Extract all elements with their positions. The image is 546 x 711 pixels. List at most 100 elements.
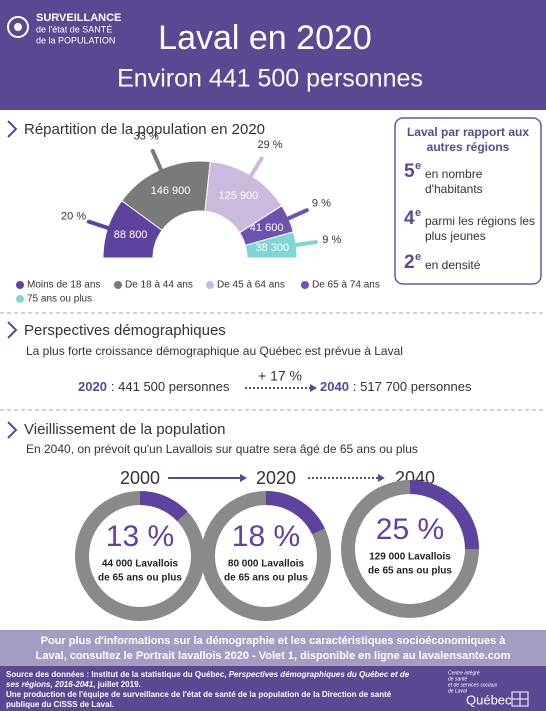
section-title: Répartition de la population en 2020 — [24, 121, 265, 138]
quebec-logo: Québec — [466, 692, 512, 707]
chevron — [7, 321, 18, 339]
rank-suffix: e — [415, 251, 421, 263]
rank-text: en densité — [425, 258, 481, 272]
percent-label: 9 % — [322, 234, 341, 246]
value-label: 88 800 — [114, 229, 148, 241]
growth: + 17 % — [258, 368, 302, 384]
arrow-head — [378, 474, 385, 482]
ring-percent: 18 % — [232, 520, 300, 553]
arrow-head — [240, 474, 247, 482]
production: publique du CISSS de Laval. — [6, 700, 114, 709]
ring-description: de 65 ans ou plus — [368, 566, 452, 577]
logo-icon — [14, 23, 22, 31]
source: Source des données : Institut de la stat… — [6, 670, 410, 679]
ring-description: de 65 ans ou plus — [224, 573, 308, 584]
comparison-box — [394, 117, 542, 285]
cisss: de Laval — [448, 688, 468, 694]
chevron — [7, 421, 18, 439]
header-band — [0, 0, 546, 110]
value-label: 125 900 — [219, 190, 259, 202]
leader-line — [246, 156, 264, 181]
cisss: et de services sociaux — [448, 682, 498, 688]
rank: 5 — [404, 161, 415, 182]
ring-percent: 13 % — [106, 520, 174, 553]
legend-label: De 65 à 74 ans — [312, 280, 380, 291]
source: ses régions, 2016-2041, juillet 2019. — [6, 680, 141, 689]
info-band — [0, 630, 546, 666]
source-part: Source des données : Institut de la stat… — [6, 670, 229, 679]
rank-suffix: e — [415, 207, 421, 219]
section-subtitle: La plus forte croissance démographique a… — [26, 344, 403, 358]
legend-swatch — [16, 295, 24, 303]
value-label: 41 600 — [250, 222, 284, 234]
legend-swatch — [16, 281, 24, 289]
percent-label: 9 % — [312, 198, 331, 210]
ring-description: 44 000 Lavallois — [102, 559, 179, 570]
rank-text: parmi les régions les — [425, 214, 535, 228]
logo-text: SURVEILLANCE — [36, 12, 121, 24]
year: 2000 — [120, 468, 160, 488]
logo-text: de l'état de SANTÉ — [36, 24, 112, 34]
section-subtitle: En 2040, on prévoit qu'un Lavallois sur … — [26, 442, 418, 456]
rank: 4 — [404, 208, 415, 229]
source-part: Perspectives démographiques du Québec et… — [229, 670, 410, 679]
cisss: Centre intégré — [448, 670, 480, 676]
chevrons — [7, 120, 18, 439]
legend-label: De 45 à 64 ans — [217, 280, 285, 291]
production: Une production de l'équipe de surveillan… — [6, 690, 392, 699]
info-text: Pour plus d'informations sur la démograp… — [41, 635, 507, 647]
year: 2040 — [320, 379, 349, 394]
legend-swatch — [114, 281, 122, 289]
rank-text: plus jeunes — [425, 229, 486, 243]
leader-line — [86, 219, 114, 232]
source-part: ses régions, 2016-2041 — [6, 680, 94, 689]
box-title: Laval par rapport aux — [407, 125, 529, 139]
ring-arc — [265, 491, 325, 535]
section-title: Perspectives démographiques — [24, 322, 226, 339]
year: 2020 — [256, 468, 296, 488]
section-title: Vieillissement de la population — [24, 421, 226, 438]
rank-suffix: e — [415, 160, 421, 172]
percent-label: 20 % — [61, 211, 86, 223]
percent-label: 33 % — [134, 130, 159, 142]
logo-text: de la POPULATION — [36, 35, 115, 45]
rank: 2 — [404, 252, 415, 273]
forecast-from: 2020 : 441 500 personnes — [78, 379, 230, 394]
rank-text: d'habitants — [425, 182, 483, 196]
donut-segment — [244, 231, 298, 259]
legend-label: 75 ans ou plus — [27, 294, 92, 305]
ring-description: 129 000 Lavallois — [369, 552, 451, 563]
legend-label: Moins de 18 ans — [27, 280, 100, 291]
title: Laval en 2020 — [158, 19, 372, 57]
subtitle: Environ 441 500 personnes — [117, 65, 423, 93]
value-label: 38 300 — [255, 242, 289, 254]
leader-line — [150, 148, 165, 175]
population: : 441 500 personnes — [111, 379, 230, 394]
legend-swatch — [301, 281, 309, 289]
logo-icon — [7, 16, 29, 38]
ring-arc — [409, 480, 479, 550]
value-label: 146 900 — [151, 185, 191, 197]
legend-swatch — [206, 281, 214, 289]
ring-arc — [139, 491, 188, 522]
source-part: , juillet 2019. — [93, 680, 141, 689]
year: 2020 — [78, 379, 107, 394]
ring-description: 80 000 Lavallois — [228, 559, 305, 570]
ring-percent: 25 % — [376, 513, 444, 546]
rank-text: en nombre — [425, 167, 483, 181]
box-title: autres régions — [427, 140, 510, 154]
footer-band — [0, 666, 546, 711]
cisss: de santé — [448, 676, 467, 682]
info-text: Laval, consultez le Portrait lavallois 2… — [36, 650, 511, 662]
legend-label: De 18 à 44 ans — [125, 280, 193, 291]
population: : 517 700 personnes — [353, 379, 472, 394]
arrow-head — [310, 384, 317, 392]
forecast-to: 2040 : 517 700 personnes — [320, 379, 472, 394]
chevron — [7, 120, 18, 138]
percent-label: 29 % — [257, 139, 282, 151]
leader-line — [290, 240, 318, 248]
leader-line — [282, 208, 309, 223]
ring-description: de 65 ans ou plus — [98, 573, 182, 584]
